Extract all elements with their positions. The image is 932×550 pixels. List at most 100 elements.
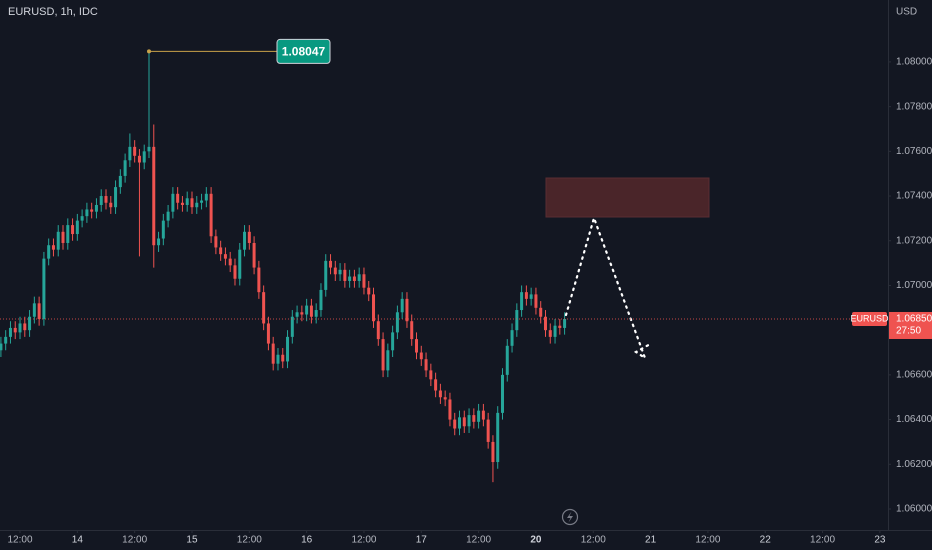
y-tick-label: 1.06200 [896,459,932,470]
candle-body [243,231,247,250]
candle-body [104,196,108,203]
x-tick-label: 20 [530,535,542,546]
drawn-zone[interactable] [545,177,710,218]
candle-body [133,146,137,156]
candle-body [309,305,313,317]
candle-body [376,321,380,340]
candle-body [8,327,12,337]
x-tick-label: 14 [72,535,84,546]
candle-body [80,216,84,221]
candle-body [286,336,290,362]
candle-body [515,310,519,331]
icon-bolt[interactable] [567,511,573,523]
candle-body [381,339,385,371]
candle-body [324,260,328,290]
candle-body [329,260,333,268]
y-tick-label: 1.07400 [896,191,932,202]
x-tick-label: 21 [645,535,657,546]
candle-body [99,196,103,205]
candle-body [295,312,299,317]
candle-body [500,374,504,413]
candle-body [56,231,60,250]
candle-body [548,330,552,337]
candle-body [238,249,242,279]
candle-body [443,397,447,400]
candle-body [477,410,481,422]
x-tick-label: 15 [186,535,198,546]
icon-ring[interactable] [561,508,579,526]
candle-body [434,379,438,391]
candle-body [4,336,8,344]
y-tick-label: 1.06000 [896,504,932,515]
candle-body [453,419,457,429]
candle-body [37,303,41,319]
x-tick-label: 12:00 [237,535,262,546]
candle-body [266,323,270,344]
candle-body [214,236,218,248]
candle-body [223,254,227,259]
candle-body [32,303,36,317]
high-anchor [146,49,151,54]
candle-body [429,370,433,380]
candle-body [391,332,395,351]
x-tick-label: 22 [760,535,772,546]
candle-body [314,310,318,317]
candle-body [180,202,184,205]
candle-body [118,175,122,188]
candle-body [520,292,524,311]
chart-title: EURUSD, 1h, IDC [8,6,98,18]
candle-body [142,151,146,163]
candle-body [467,415,471,427]
candle-body [405,298,409,322]
candle-body [262,292,266,324]
candle-body [66,225,70,243]
candle-body [23,323,27,331]
candle-body [290,316,294,337]
candle-body [85,209,89,217]
x-tick-label: 23 [874,535,886,546]
candle-body [190,198,194,208]
candle-body [529,294,533,299]
candle-body [352,276,356,281]
price-tag [889,311,932,339]
candle-body [543,316,547,331]
candle-body [357,274,361,281]
candle-body [338,269,342,275]
candle-body [333,267,337,275]
countdown-label: 27:50 [896,326,921,337]
candle-body [486,419,490,442]
candle-body [563,318,567,328]
candle-body [415,339,419,353]
y-tick-label: 1.06400 [896,414,932,425]
candle-body [386,350,390,371]
candle-body [276,354,280,364]
candle-body [419,352,423,360]
candle-body [481,410,485,420]
candle-body [472,415,476,422]
replay-icon[interactable] [561,508,579,526]
candle-body [524,292,528,299]
candle-body [458,417,462,429]
candle-body [228,258,232,266]
candle-body [448,399,452,420]
high-label: 1.08047 [282,45,326,59]
x-tick-label: 12:00 [810,535,835,546]
candle-body [166,211,170,221]
candle-body [109,202,113,208]
high-label-box [276,38,331,64]
projection-path[interactable] [564,214,654,361]
candle-body [462,417,466,427]
candle-body [395,312,399,333]
candle-body [438,390,442,398]
candle-body [510,330,514,346]
candle-body [209,193,213,237]
candle-body [252,242,256,268]
candle-body [171,193,175,212]
candle-body [424,359,428,371]
x-tick-label: 12:00 [466,535,491,546]
candle-body [157,238,161,246]
